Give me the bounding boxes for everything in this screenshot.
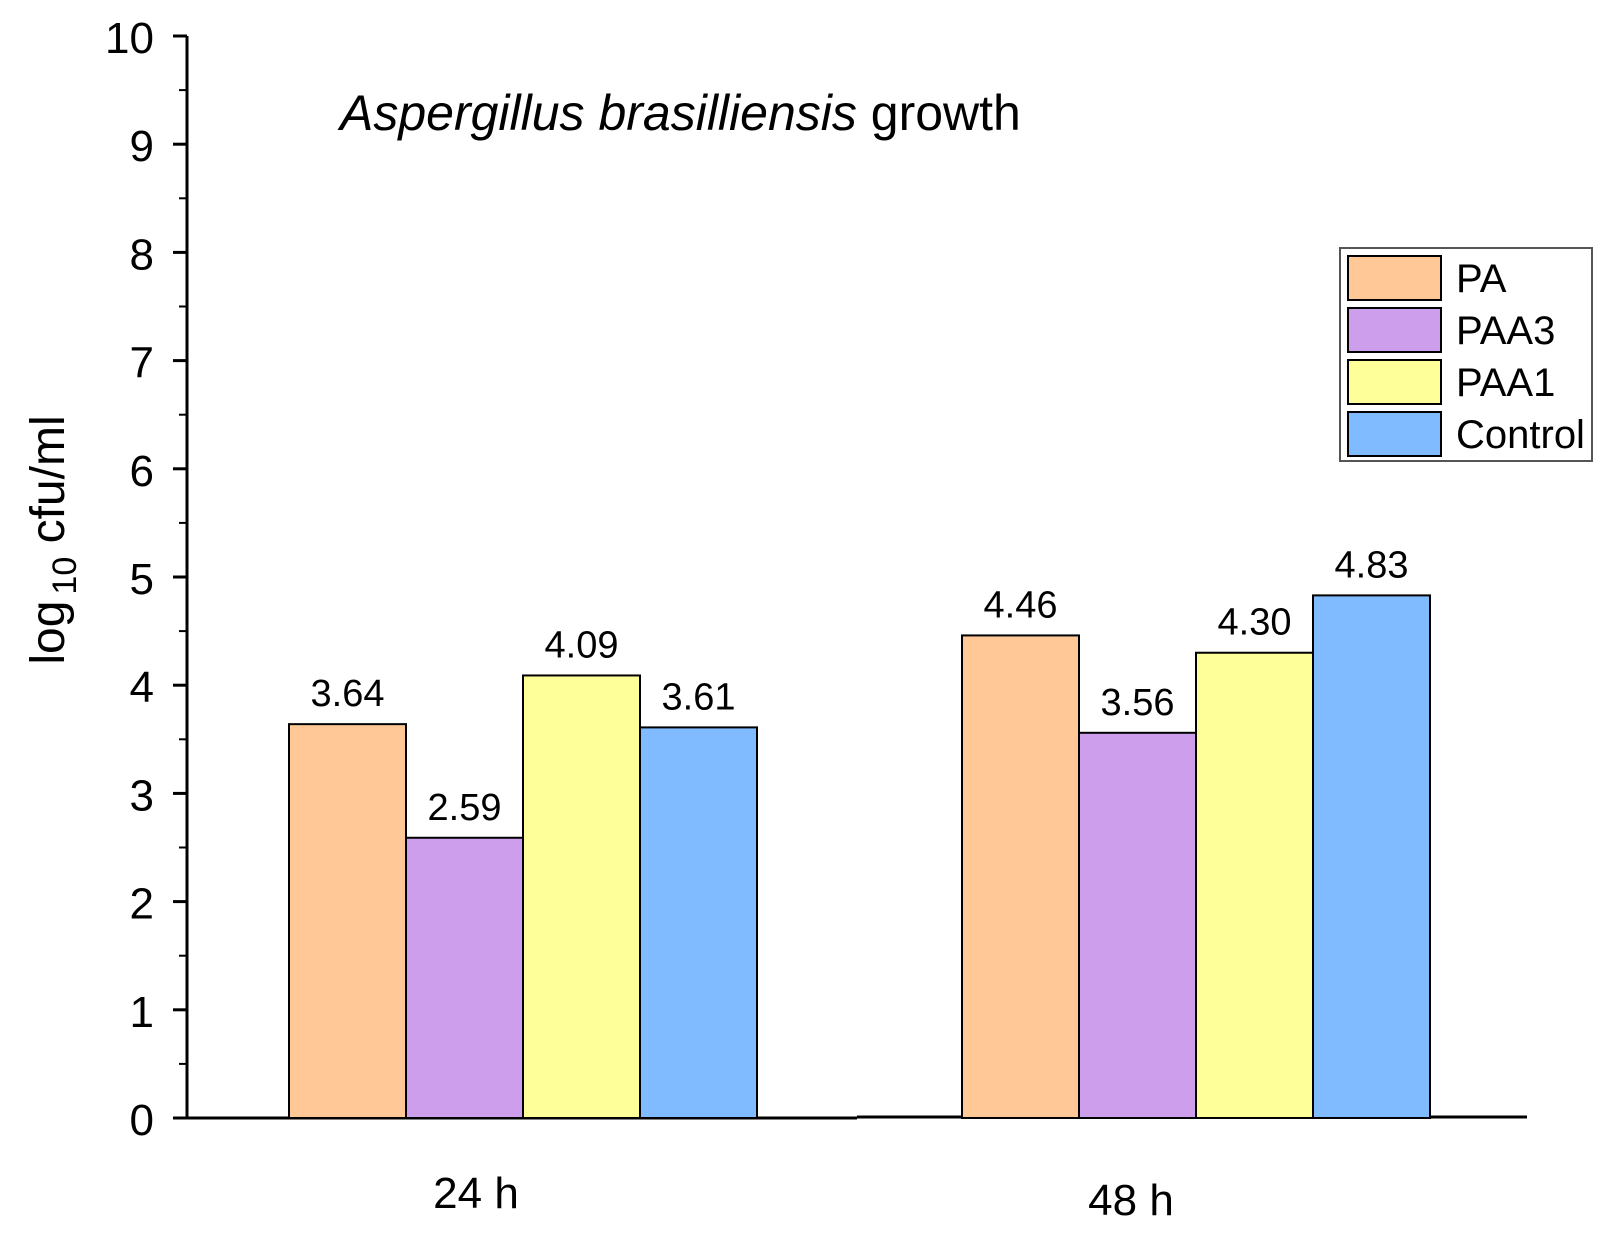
- value-label: 4.83: [1335, 544, 1409, 586]
- value-label: 3.61: [662, 676, 736, 718]
- value-label: 2.59: [428, 787, 502, 829]
- value-label: 4.09: [545, 624, 619, 666]
- y-tick-label: 6: [130, 447, 154, 496]
- legend-swatch-pa: [1347, 255, 1442, 301]
- x-tick-labels: 24 h 48 h: [433, 1169, 1174, 1225]
- legend-swatch-paa1: [1347, 359, 1442, 405]
- legend: PA PAA3 PAA1 Control: [1339, 247, 1593, 462]
- chart-title-italic: Aspergillus brasilliensis: [337, 85, 857, 141]
- chart-title: Aspergillus brasilliensis growth: [337, 85, 1021, 141]
- bar-pa-2: [961, 634, 1080, 1119]
- y-ticks: 0 1 2 3 4 5 6 7 8 9 10: [105, 14, 187, 1145]
- y-tick-label: 10: [105, 14, 154, 63]
- bars: [288, 594, 1431, 1120]
- y-tick-label: 7: [130, 339, 154, 388]
- chart-title-rest: growth: [857, 85, 1021, 141]
- legend-label-pa: PA: [1456, 257, 1507, 301]
- bar-paa3-2: [1078, 731, 1197, 1119]
- x-tick-label: 24 h: [433, 1169, 519, 1218]
- bar-pa-1: [288, 723, 407, 1119]
- bar-control-1: [639, 726, 758, 1119]
- legend-label-paa3: PAA3: [1456, 309, 1555, 353]
- y-tick-label: 4: [130, 663, 154, 712]
- legend-swatch-paa3: [1347, 307, 1442, 353]
- y-tick-label: 8: [130, 230, 154, 279]
- y-axis-label-main: log: [22, 601, 75, 665]
- bar-paa3-1: [405, 836, 524, 1120]
- legend-label-control: Control: [1456, 413, 1585, 457]
- bar-paa1-1: [522, 674, 641, 1119]
- value-labels: 3.64 2.59 4.09 3.61 4.46 3.56 4.30 4.83: [311, 544, 1409, 828]
- value-label: 4.30: [1218, 602, 1292, 644]
- value-label: 4.46: [984, 584, 1058, 626]
- bar-control-2: [1312, 594, 1431, 1119]
- y-axis-label-rest: cfu/ml: [22, 415, 75, 556]
- y-tick-label: 9: [130, 122, 154, 171]
- y-tick-label: 2: [130, 880, 154, 929]
- y-tick-label: 0: [130, 1096, 154, 1145]
- value-label: 3.56: [1101, 682, 1175, 724]
- y-axis-label-sub: 10: [46, 557, 84, 595]
- x-tick-label: 48 h: [1088, 1176, 1174, 1225]
- y-axis-label: log 10 cfu/ml: [22, 415, 84, 664]
- value-label: 3.64: [311, 673, 385, 715]
- y-tick-label: 1: [130, 988, 154, 1037]
- y-tick-label: 3: [130, 771, 154, 820]
- legend-swatch-control: [1347, 411, 1442, 457]
- y-tick-label: 5: [130, 555, 154, 604]
- bar-paa1-2: [1195, 651, 1314, 1119]
- legend-label-paa1: PAA1: [1456, 361, 1555, 405]
